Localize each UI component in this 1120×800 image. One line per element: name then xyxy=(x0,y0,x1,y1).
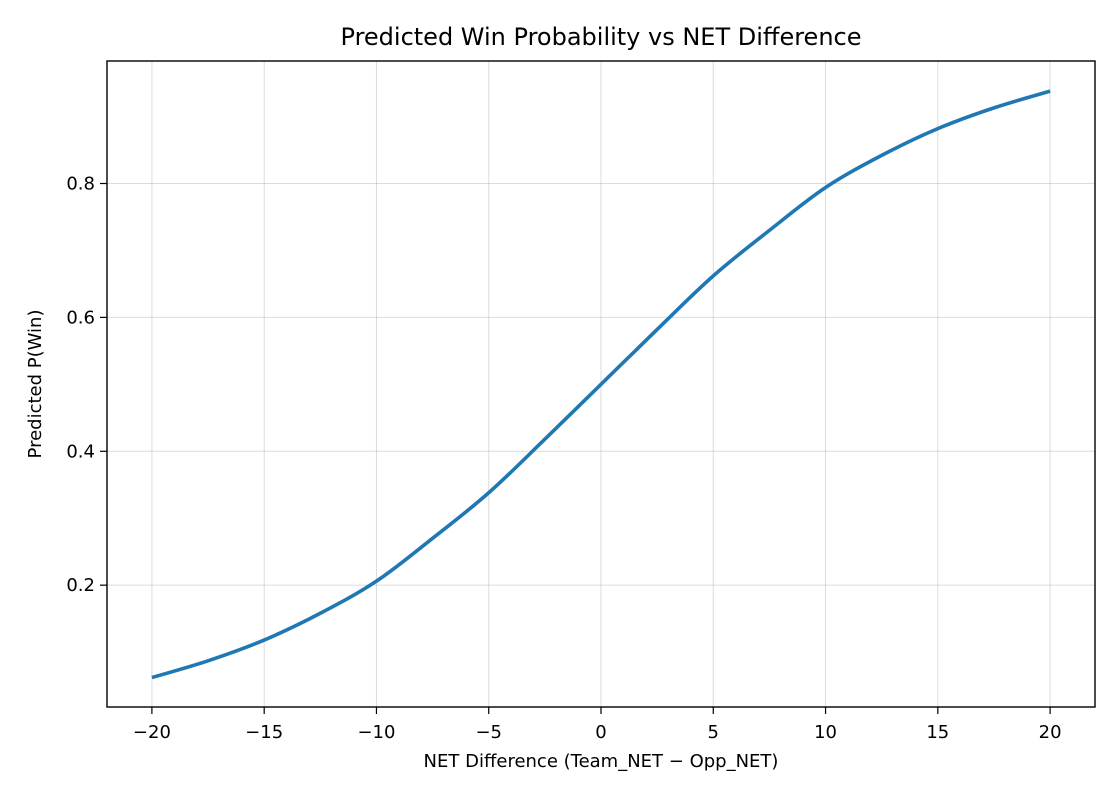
y-tick-label: 0.4 xyxy=(66,441,95,462)
x-tick-label: 5 xyxy=(708,722,719,743)
x-axis-label: NET Difference (Team_NET − Opp_NET) xyxy=(424,751,779,772)
x-tick-label: 20 xyxy=(1039,722,1062,743)
y-axis-label: Predicted P(Win) xyxy=(25,310,46,459)
x-tick-label: −20 xyxy=(133,722,171,743)
x-tick-label: 10 xyxy=(814,722,837,743)
x-tick-label: −5 xyxy=(475,722,502,743)
x-tick-label: −15 xyxy=(245,722,283,743)
x-axis: −20 −15 −10 −5 0 5 10 15 20 xyxy=(133,707,1062,743)
series-layer xyxy=(151,89,1051,680)
y-axis: 0.2 0.4 0.6 0.8 xyxy=(66,174,107,596)
series-line xyxy=(151,89,1051,680)
y-tick-label: 0.2 xyxy=(66,575,95,596)
y-tick-label: 0.6 xyxy=(66,307,95,328)
y-tick-label: 0.8 xyxy=(66,174,95,195)
x-tick-label: 0 xyxy=(595,722,606,743)
x-tick-label: −10 xyxy=(357,722,395,743)
chart-title: Predicted Win Probability vs NET Differe… xyxy=(341,23,862,51)
x-tick-label: 15 xyxy=(926,722,949,743)
